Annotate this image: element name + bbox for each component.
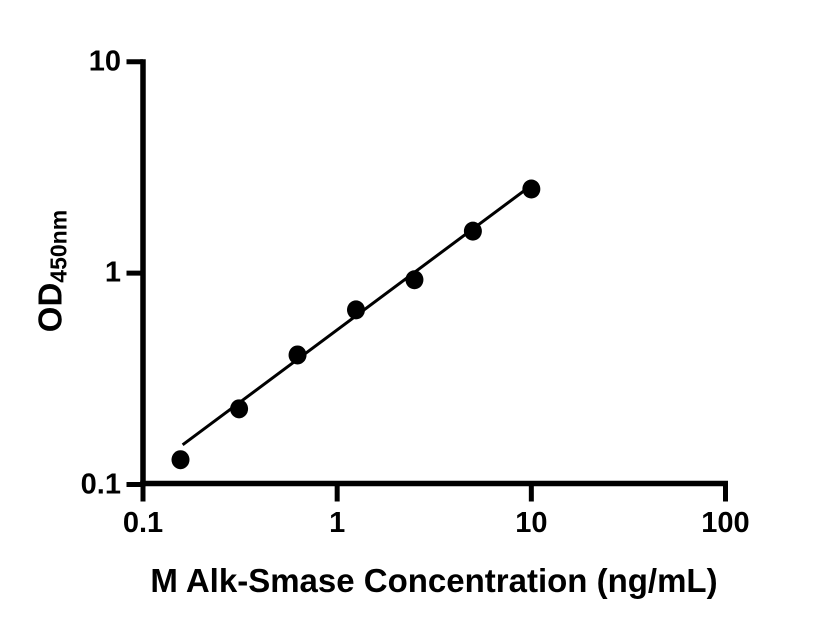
data-point bbox=[522, 179, 541, 199]
y-tick-label: 1 bbox=[104, 256, 121, 289]
x-tick-label: 1 bbox=[329, 507, 346, 539]
y-axis-title-main: OD bbox=[31, 282, 69, 333]
data-point bbox=[463, 221, 482, 241]
data-point bbox=[405, 270, 424, 290]
y-tick-label: 10 bbox=[88, 45, 121, 78]
x-tick-label: 0.1 bbox=[122, 507, 164, 539]
x-tick-label: 10 bbox=[515, 507, 548, 539]
data-point bbox=[171, 450, 190, 470]
x-axis-title: M Alk-Smase Concentration (ng/mL) bbox=[150, 562, 718, 599]
x-tick-label: 100 bbox=[701, 507, 750, 539]
data-point bbox=[288, 345, 307, 365]
data-point bbox=[346, 300, 365, 320]
data-point bbox=[230, 399, 249, 419]
y-tick-label: 0.1 bbox=[80, 468, 121, 500]
